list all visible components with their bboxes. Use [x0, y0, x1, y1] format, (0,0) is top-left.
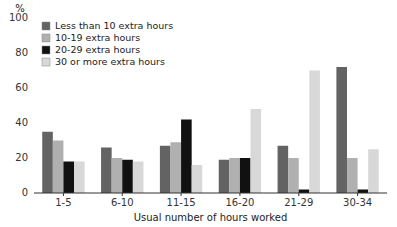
- x-tick-label: 30-34: [343, 197, 372, 208]
- legend-swatch: [42, 34, 50, 42]
- x-tick: [122, 193, 123, 196]
- y-tick-label: 80: [15, 47, 28, 58]
- bar: [53, 141, 64, 194]
- x-tick-label: 6-10: [111, 197, 134, 208]
- x-tick-label: 16-20: [225, 197, 254, 208]
- x-tick: [181, 193, 182, 196]
- x-tick: [357, 193, 358, 196]
- bar: [358, 190, 369, 194]
- bar: [160, 146, 171, 193]
- bar: [112, 158, 123, 193]
- bar: [192, 165, 203, 193]
- x-tick: [63, 193, 64, 196]
- x-tick-label: 21-29: [284, 197, 313, 208]
- x-tick-label: 1-5: [55, 197, 71, 208]
- bar: [42, 132, 53, 193]
- chart: 0204060801001-56-1011-1516-2021-2930-34U…: [0, 0, 397, 227]
- y-tick-label: 0: [22, 187, 28, 198]
- bar: [229, 158, 240, 193]
- bar: [74, 162, 85, 194]
- legend-label: Less than 10 extra hours: [55, 20, 173, 31]
- bar: [181, 120, 192, 194]
- bar: [347, 158, 358, 193]
- bar: [288, 158, 299, 193]
- legend-label: 20-29 extra hours: [55, 44, 140, 55]
- bar: [219, 160, 230, 193]
- bar: [336, 67, 347, 193]
- legend-label: 30 or more extra hours: [55, 56, 165, 67]
- y-tick-label: 40: [15, 117, 28, 128]
- x-axis-line: [34, 193, 387, 194]
- bar: [299, 190, 310, 194]
- bar: [368, 149, 379, 193]
- bar: [122, 160, 133, 193]
- legend-swatch: [42, 58, 50, 66]
- x-tick: [298, 193, 299, 196]
- y-tick-label: 60: [15, 82, 28, 93]
- bar: [240, 158, 251, 193]
- legend: Less than 10 extra hours10-19 extra hour…: [42, 20, 173, 67]
- bar: [170, 142, 181, 193]
- y-axis-label: %: [15, 3, 25, 14]
- y-tick-label: 20: [15, 152, 28, 163]
- bars: [42, 67, 379, 193]
- legend-swatch: [42, 22, 50, 30]
- bar: [309, 71, 320, 194]
- x-tick: [239, 193, 240, 196]
- x-tick-label: 11-15: [167, 197, 196, 208]
- bar: [63, 162, 74, 194]
- bar: [278, 146, 289, 193]
- bar: [133, 162, 144, 194]
- bar: [101, 148, 112, 194]
- bar: [251, 109, 262, 193]
- legend-label: 10-19 extra hours: [55, 32, 140, 43]
- legend-swatch: [42, 46, 50, 54]
- x-axis-label: Usual number of hours worked: [134, 212, 288, 223]
